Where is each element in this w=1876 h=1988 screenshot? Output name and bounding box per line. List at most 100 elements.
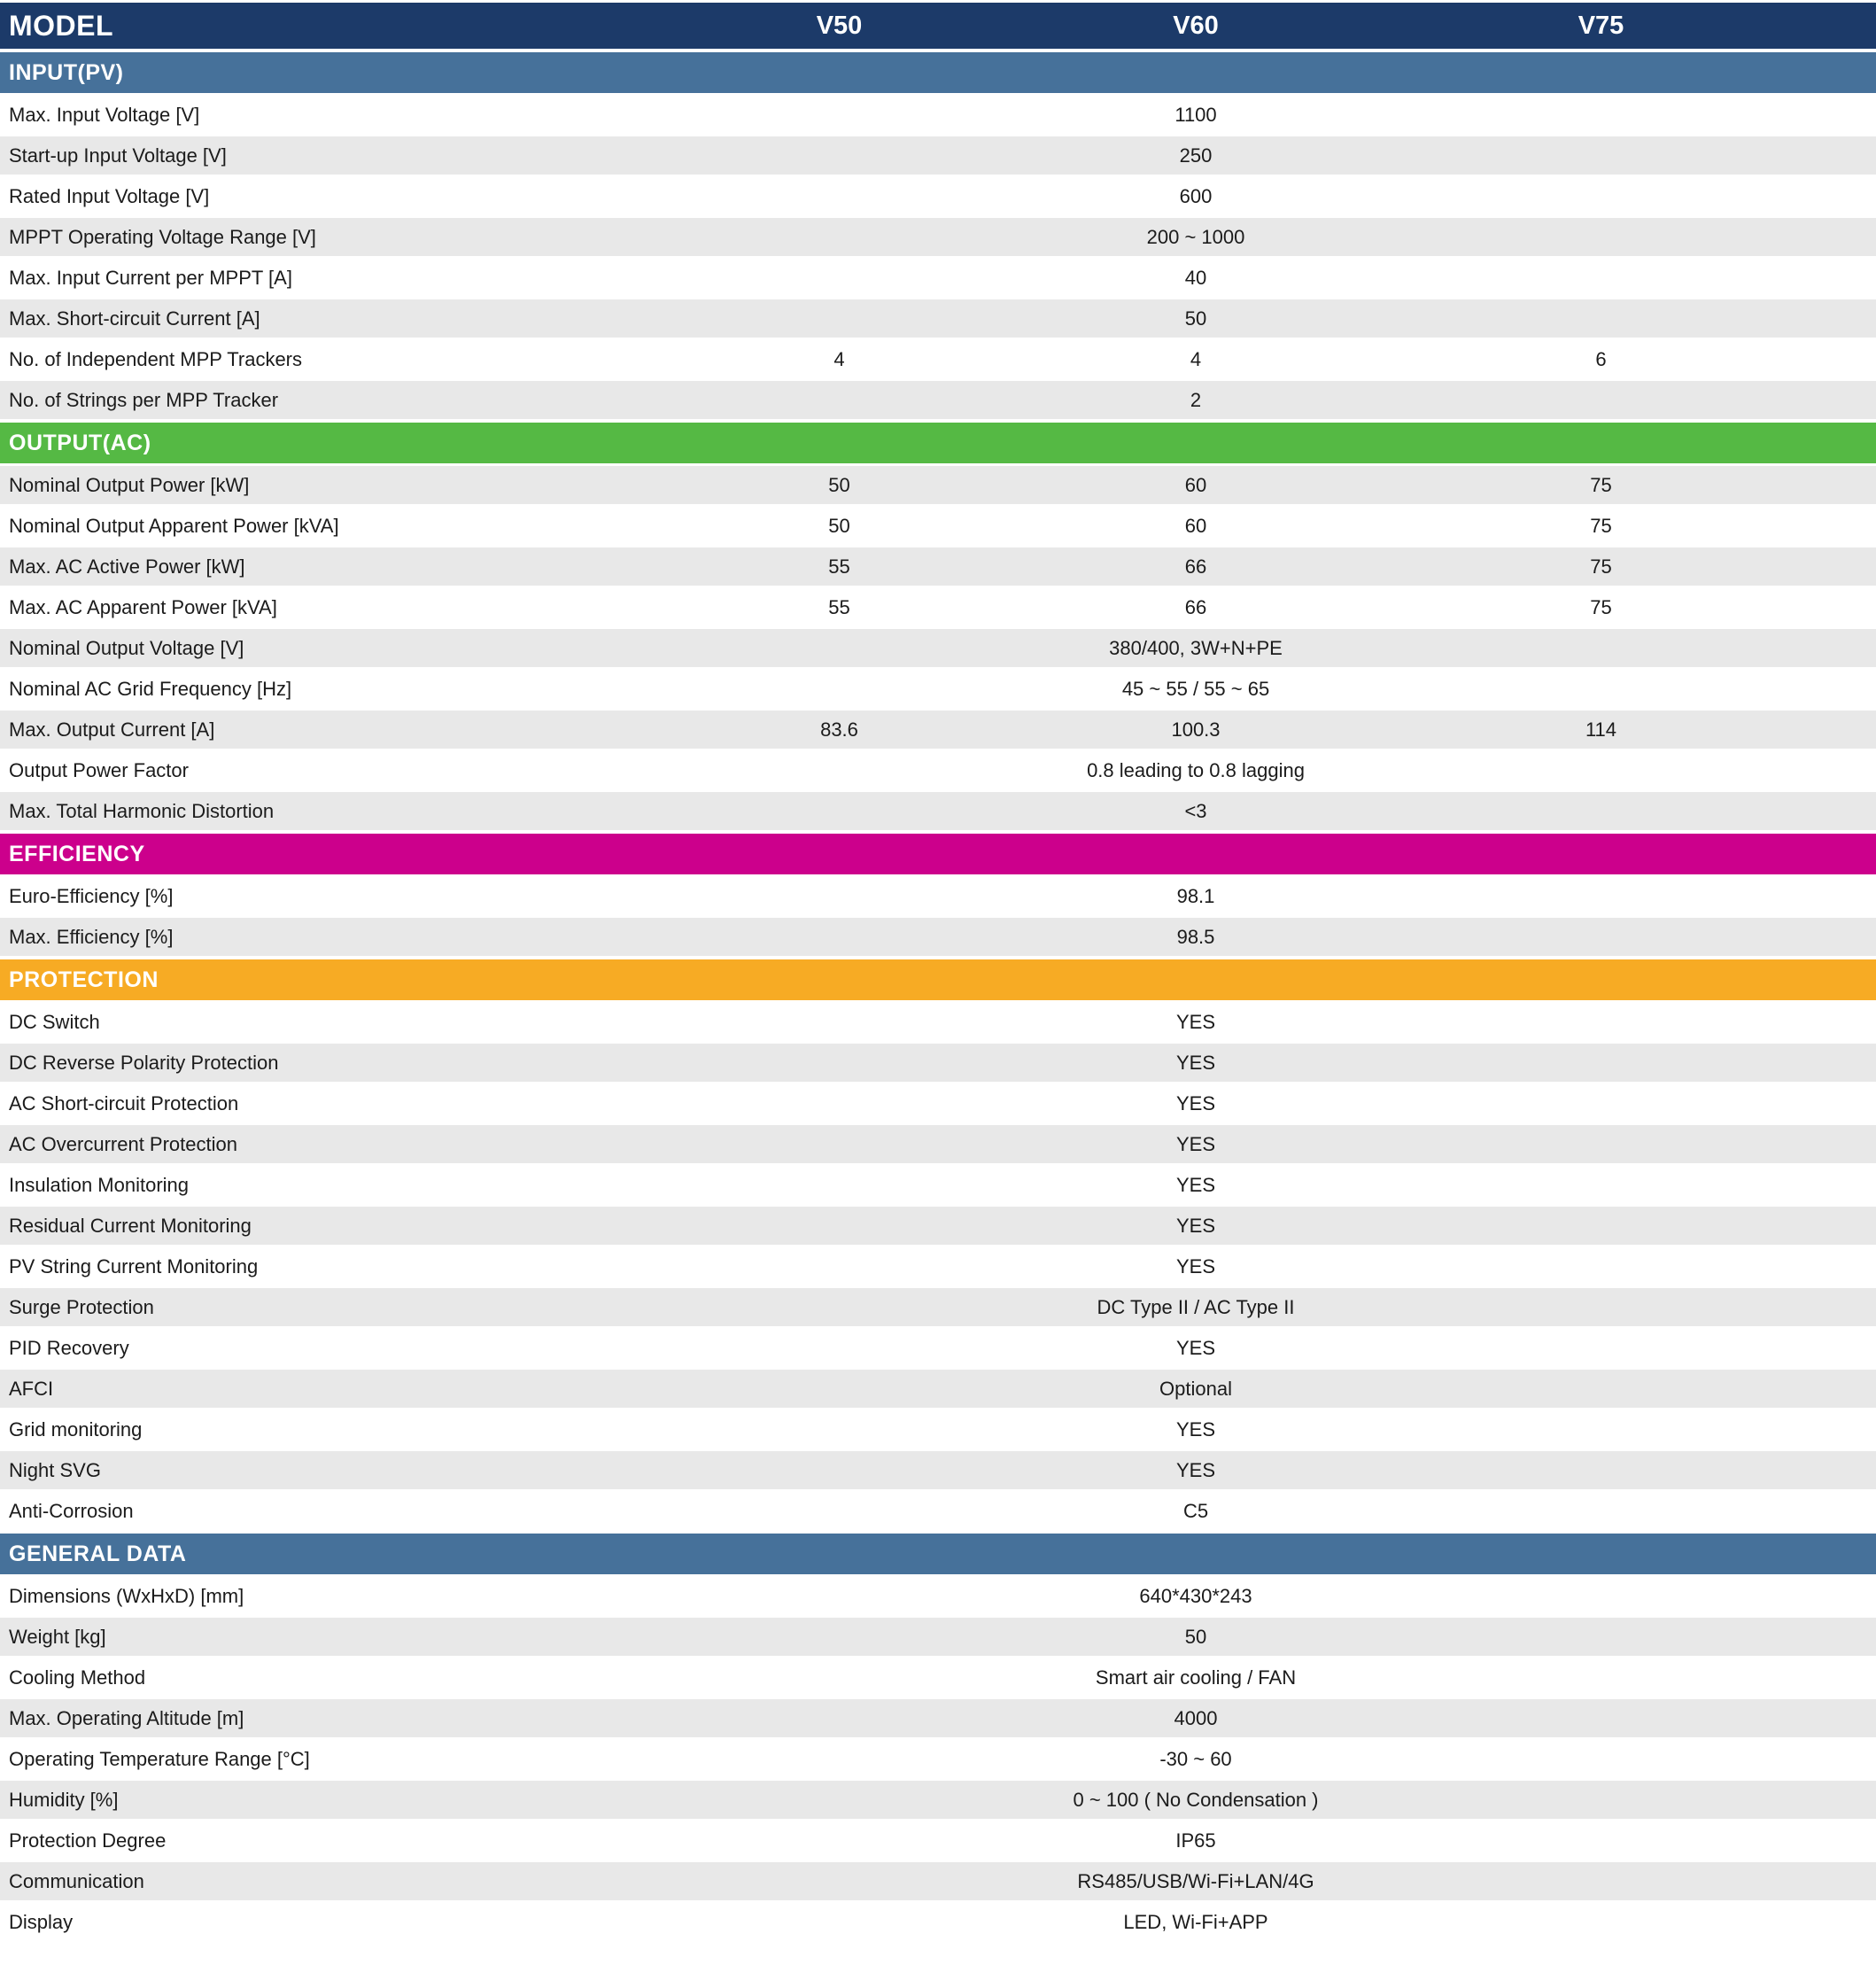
spec-row: Humidity [%] 0 ~ 100 ( No Condensation ) — [0, 1778, 1876, 1819]
section-title: INPUT(PV) — [9, 59, 124, 85]
spec-section: OUTPUT(AC) Nominal Output Power [kW] 50 … — [0, 423, 1876, 830]
spec-label: AFCI — [9, 1377, 54, 1400]
value-v60: -30 ~ 60 — [1159, 1747, 1232, 1770]
spec-label: MPPT Operating Voltage Range [V] — [9, 225, 316, 248]
spec-row: Max. AC Active Power [kW] 55 66 75 — [0, 545, 1876, 586]
column-header-v60: V60 — [1173, 11, 1219, 40]
section-title: OUTPUT(AC) — [9, 430, 151, 455]
value-v60: 60 — [1184, 514, 1207, 537]
value-v60: 0.8 leading to 0.8 lagging — [1087, 758, 1305, 781]
spec-label: Grid monitoring — [9, 1417, 143, 1441]
spec-label: Start-up Input Voltage [V] — [9, 144, 227, 167]
spec-label: Output Power Factor — [9, 758, 189, 781]
spec-label: Max. AC Apparent Power [kVA] — [9, 595, 277, 618]
value-v60: YES — [1175, 1010, 1216, 1033]
value-v60: YES — [1175, 1336, 1216, 1359]
value-v60: 4 — [1190, 347, 1202, 370]
spec-label: Nominal Output Voltage [V] — [9, 636, 244, 659]
spec-row: Protection Degree IP65 — [0, 1819, 1876, 1860]
section-rows: Nominal Output Power [kW] 50 60 75 Nomin… — [0, 463, 1876, 830]
value-v60: YES — [1175, 1091, 1216, 1114]
value-v60: C5 — [1182, 1499, 1209, 1522]
spec-sections: INPUT(PV) Max. Input Voltage [V] 1100 St… — [0, 52, 1876, 1941]
section-rows: Dimensions (WxHxD) [mm] 640*430*243 Weig… — [0, 1574, 1876, 1941]
spec-row: Residual Current Monitoring YES — [0, 1204, 1876, 1245]
spec-label: Max. Total Harmonic Distortion — [9, 799, 275, 822]
spec-row: No. of Strings per MPP Tracker 2 — [0, 378, 1876, 419]
spec-label: AC Short-circuit Protection — [9, 1091, 239, 1114]
section-header-bar: INPUT(PV) — [0, 52, 1876, 93]
spec-row: Dimensions (WxHxD) [mm] 640*430*243 — [0, 1574, 1876, 1615]
value-v60: 640*430*243 — [1139, 1584, 1252, 1607]
value-v50: 55 — [828, 595, 850, 618]
value-v60: 98.1 — [1176, 884, 1215, 907]
value-v60: 380/400, 3W+N+PE — [1109, 636, 1283, 659]
value-v60: YES — [1175, 1254, 1216, 1277]
section-header-bar: GENERAL DATA — [0, 1534, 1876, 1574]
spec-label: Nominal Output Power [kW] — [9, 473, 250, 496]
spec-label: Insulation Monitoring — [9, 1173, 190, 1196]
section-title: PROTECTION — [9, 967, 159, 992]
spec-row: Night SVG YES — [0, 1448, 1876, 1489]
spec-row: Insulation Monitoring YES — [0, 1163, 1876, 1204]
spec-row: PID Recovery YES — [0, 1326, 1876, 1367]
model-header-row: MODEL V50 V60 V75 — [0, 3, 1876, 49]
spec-row: Max. Input Voltage [V] 1100 — [0, 93, 1876, 134]
value-v60: YES — [1175, 1132, 1216, 1155]
spec-label: Protection Degree — [9, 1829, 167, 1852]
spec-row: Start-up Input Voltage [V] 250 — [0, 134, 1876, 175]
spec-label: Max. Input Voltage [V] — [9, 103, 200, 126]
value-v50: 4 — [833, 347, 845, 370]
spec-label: Dimensions (WxHxD) [mm] — [9, 1584, 244, 1607]
spec-label: Max. Short-circuit Current [A] — [9, 307, 260, 330]
value-v60: 0 ~ 100 ( No Condensation ) — [1073, 1788, 1319, 1811]
spec-row: Display LED, Wi-Fi+APP — [0, 1900, 1876, 1941]
value-v60: 600 — [1179, 184, 1213, 207]
spec-row: Nominal AC Grid Frequency [Hz] 45 ~ 55 /… — [0, 667, 1876, 708]
value-v50: 50 — [828, 514, 850, 537]
value-v60: IP65 — [1175, 1829, 1216, 1852]
value-v75: 75 — [1590, 514, 1612, 537]
spec-row: Max. Input Current per MPPT [A] 40 — [0, 256, 1876, 297]
model-header-label: MODEL — [9, 9, 114, 42]
spec-label: DC Reverse Polarity Protection — [9, 1051, 279, 1074]
value-v50: 83.6 — [820, 718, 858, 741]
value-v60: DC Type II / AC Type II — [1097, 1295, 1295, 1318]
value-v60: 100.3 — [1171, 718, 1221, 741]
spec-label: Weight [kg] — [9, 1625, 106, 1648]
spec-label: AC Overcurrent Protection — [9, 1132, 237, 1155]
spec-row: AC Short-circuit Protection YES — [0, 1082, 1876, 1122]
value-v60: 50 — [1184, 307, 1207, 330]
value-v60: YES — [1175, 1173, 1216, 1196]
section-header-bar: OUTPUT(AC) — [0, 423, 1876, 463]
spec-row: Grid monitoring YES — [0, 1408, 1876, 1448]
spec-label: Max. Operating Altitude [m] — [9, 1706, 244, 1729]
value-v60: YES — [1175, 1417, 1216, 1441]
value-v60: YES — [1175, 1214, 1216, 1237]
spec-row: Euro-Efficiency [%] 98.1 — [0, 874, 1876, 915]
spec-row: Weight [kg] 50 — [0, 1615, 1876, 1656]
value-v60: LED, Wi-Fi+APP — [1123, 1910, 1268, 1933]
spec-row: Nominal Output Apparent Power [kVA] 50 6… — [0, 504, 1876, 545]
value-v60: 60 — [1184, 473, 1207, 496]
value-v75: 114 — [1585, 718, 1617, 741]
section-title: GENERAL DATA — [9, 1541, 187, 1566]
spec-row: Max. AC Apparent Power [kVA] 55 66 75 — [0, 586, 1876, 626]
value-v75: 75 — [1590, 595, 1612, 618]
value-v75: 6 — [1595, 347, 1607, 370]
spec-label: Communication — [9, 1869, 144, 1892]
spec-row: Max. Short-circuit Current [A] 50 — [0, 297, 1876, 338]
value-v60: 40 — [1184, 266, 1207, 289]
spec-section: EFFICIENCY Euro-Efficiency [%] 98.1 Max.… — [0, 834, 1876, 956]
value-v60: 200 ~ 1000 — [1146, 225, 1245, 248]
spec-section: GENERAL DATA Dimensions (WxHxD) [mm] 640… — [0, 1534, 1876, 1941]
value-v60: 250 — [1179, 144, 1213, 167]
spec-label: DC Switch — [9, 1010, 100, 1033]
value-v60: 2 — [1190, 388, 1202, 411]
value-v60: 98.5 — [1176, 925, 1215, 948]
spec-label: Residual Current Monitoring — [9, 1214, 252, 1237]
spec-row: AFCI Optional — [0, 1367, 1876, 1408]
spec-label: Nominal Output Apparent Power [kVA] — [9, 514, 339, 537]
spec-sheet: MODEL V50 V60 V75 INPUT(PV) Max. Input V… — [0, 3, 1876, 1941]
value-v60: RS485/USB/Wi-Fi+LAN/4G — [1077, 1869, 1314, 1892]
